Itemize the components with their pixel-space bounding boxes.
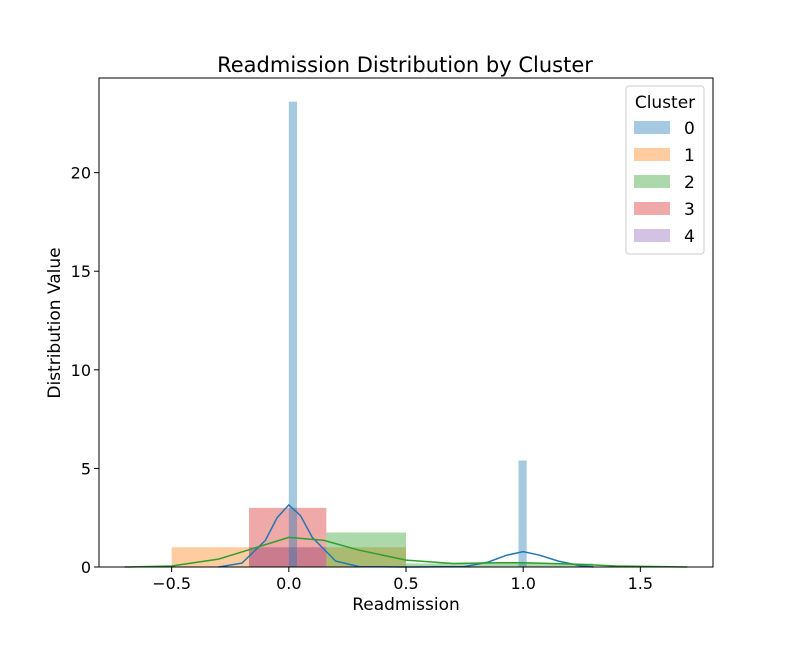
y-axis: 0 5 10 15 20 [71,164,99,577]
chart-title: Readmission Distribution by Cluster [217,53,593,77]
y-tick-label: 15 [71,262,91,281]
legend-label-0: 0 [684,119,695,139]
x-tick-label: −0.5 [152,574,191,593]
bar-cluster-2-1 [406,563,594,567]
legend-swatch-3 [634,202,670,215]
bar-cluster-0-0 [288,101,298,568]
legend-label-4: 4 [684,227,695,247]
x-axis: −0.5 0.0 0.5 1.0 1.5 [152,567,653,593]
y-tick-label: 10 [71,361,91,380]
bar-cluster-1-0 [171,547,406,567]
legend-swatch-1 [634,148,670,161]
x-axis-label: Readmission [352,595,460,615]
x-tick-label: 1.5 [628,574,653,593]
y-axis-label: Distribution Value [45,247,65,398]
legend-swatch-0 [634,121,670,134]
x-tick-label: 1.0 [510,574,535,593]
bar-cluster-0-1 [518,460,527,567]
legend-swatch-2 [634,175,670,188]
legend-title: Cluster [635,93,695,113]
y-tick-label: 0 [81,558,91,577]
legend-label-3: 3 [684,200,695,220]
x-tick-label: 0.5 [393,574,418,593]
legend: Cluster 0 1 2 3 4 [625,85,705,255]
y-tick-label: 20 [71,164,91,183]
kde-line-cluster-2 [124,536,688,568]
legend-label-2: 2 [684,173,695,193]
bar-cluster-4-0 [248,547,327,567]
legend-label-1: 1 [684,146,695,166]
y-tick-label: 5 [81,459,91,478]
x-tick-label: 0.0 [276,574,301,593]
legend-swatch-4 [634,229,670,242]
legend-box [625,85,705,255]
